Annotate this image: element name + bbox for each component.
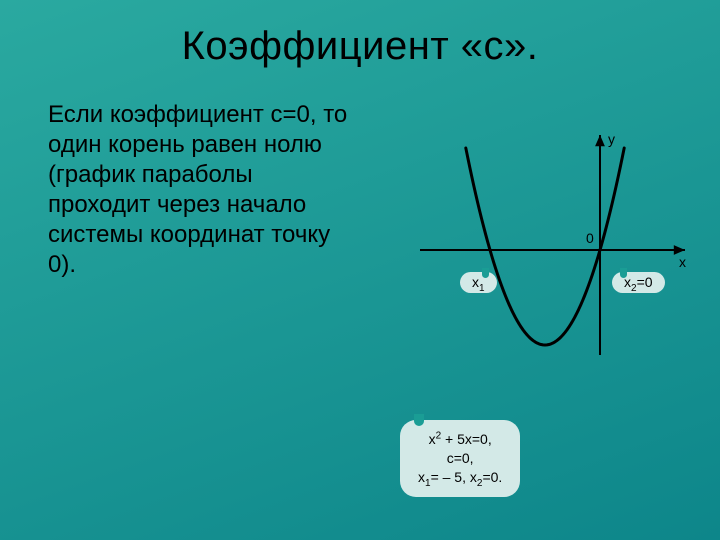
x-axis-label: х xyxy=(679,254,686,270)
slide-title: Коэффициент «с». xyxy=(0,24,720,69)
body-text: Если коэффициент с=0, то один корень рав… xyxy=(48,100,348,280)
chart-svg xyxy=(400,120,690,370)
info-line-2: с=0, xyxy=(418,449,502,468)
info-line-3: х1= – 5, х2=0. xyxy=(418,468,502,487)
info-line-1: х2 + 5х=0, xyxy=(418,430,502,449)
parabola-chart: у х 0 х1 х2=0 xyxy=(400,120,690,370)
root-x2-callout: х2=0 xyxy=(612,272,665,293)
example-info-box: х2 + 5х=0, с=0, х1= – 5, х2=0. xyxy=(400,420,520,497)
root-x1-callout: х1 xyxy=(460,272,497,293)
y-axis-label: у xyxy=(608,131,615,147)
origin-label: 0 xyxy=(586,230,594,246)
